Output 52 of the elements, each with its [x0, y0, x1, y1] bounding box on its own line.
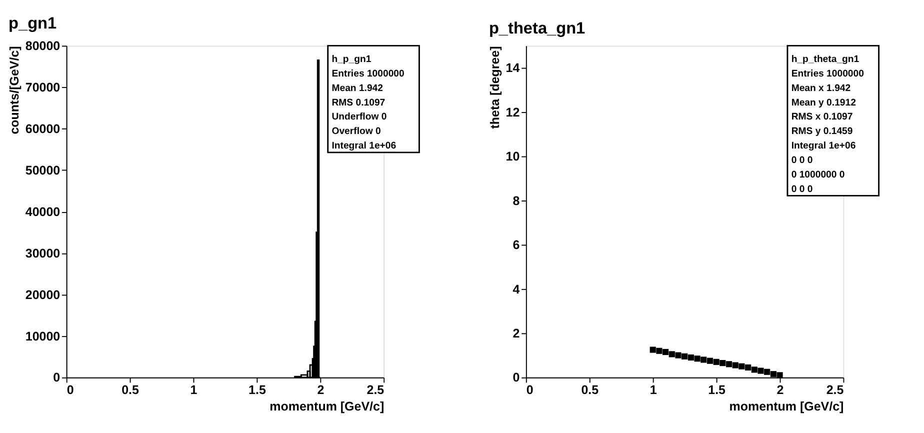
- y-tick-label: 12: [506, 105, 520, 120]
- annotation: Mean 1.942: [332, 82, 383, 94]
- y-tick-label: 60000: [25, 122, 60, 136]
- y-tick-label: 6: [512, 238, 520, 252]
- y-tick-label: 0: [53, 370, 60, 385]
- y-tick-label: 30000: [25, 246, 60, 260]
- y-tick-label: 2: [512, 326, 520, 341]
- y-tick-label: 10: [506, 150, 520, 164]
- y-axis-title: counts/[GeV/c]: [8, 46, 22, 134]
- y-tick-label: 0: [512, 370, 520, 385]
- annotation: Mean y 0.1912: [791, 97, 856, 108]
- x-axis-title: momentum [GeV/c]: [270, 400, 384, 414]
- chart-title: p_theta_gn1: [488, 19, 586, 38]
- annotation: h_p_theta_gn1: [791, 54, 860, 66]
- x-tick-label: 1: [650, 383, 657, 398]
- annotation: Overflow 0: [332, 126, 381, 138]
- x-tick-label: 2: [317, 383, 324, 398]
- y-tick-label: 10000: [25, 329, 60, 344]
- x-tick-label: 0: [526, 383, 534, 398]
- y-tick-label: 8: [512, 194, 520, 208]
- y-tick-label: 14: [506, 61, 520, 76]
- annotation: 0 0 0: [791, 155, 813, 166]
- annotation: 0 1000000 0: [791, 169, 845, 180]
- x-tick-label: 0: [66, 383, 74, 398]
- y-tick-label: 4: [512, 282, 520, 296]
- x-tick-label: 2.5: [366, 383, 384, 398]
- x-tick-label: 1.5: [708, 383, 726, 398]
- annotation: RMS y 0.1459: [791, 126, 853, 138]
- y-tick-label: 80000: [25, 39, 60, 54]
- annotation: Underflow 0: [332, 112, 387, 123]
- annotation: 0 0 0: [791, 184, 813, 195]
- x-tick-label: 1.5: [248, 383, 266, 398]
- x-tick-label: 2: [776, 383, 784, 398]
- annotation: RMS x 0.1097: [791, 112, 853, 123]
- annotation: Mean x 1.942: [791, 82, 851, 94]
- x-tick-label: 1: [190, 383, 198, 398]
- y-tick-label: 70000: [25, 80, 60, 94]
- y-tick-label: 40000: [25, 204, 60, 219]
- annotation: Entries 1000000: [791, 68, 864, 80]
- annotation: Entries 1000000: [332, 68, 404, 80]
- annotation: h_p_gn1: [332, 54, 372, 66]
- x-tick-label: 0.5: [581, 383, 599, 398]
- y-axis-title: theta [degree]: [488, 46, 502, 129]
- y-tick-label: 20000: [25, 288, 60, 302]
- x-tick-label: 2.5: [826, 383, 844, 398]
- annotation: RMS 0.1097: [332, 97, 386, 108]
- x-axis-title: momentum [GeV/c]: [729, 400, 844, 414]
- chart-title: p_gn1: [8, 14, 57, 32]
- annotation: Integral 1e+06: [791, 140, 856, 152]
- y-tick-label: 50000: [25, 163, 60, 178]
- annotation: Integral 1e+06: [332, 140, 396, 152]
- x-tick-label: 0.5: [122, 383, 140, 398]
